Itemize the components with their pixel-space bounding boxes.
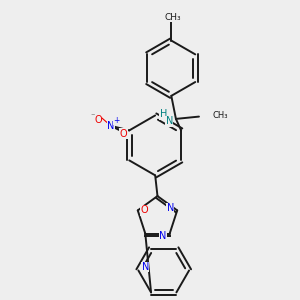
Text: H: H	[160, 109, 167, 119]
Text: N: N	[142, 262, 149, 272]
Text: CH₃: CH₃	[213, 111, 228, 120]
Text: O: O	[94, 115, 102, 125]
Text: N: N	[167, 203, 174, 213]
Text: N: N	[107, 121, 115, 131]
Text: O: O	[141, 206, 148, 215]
Text: CH₃: CH₃	[164, 13, 181, 22]
Text: N: N	[159, 231, 166, 241]
Text: +: +	[113, 116, 120, 124]
Text: N: N	[166, 116, 173, 126]
Text: O: O	[120, 129, 127, 139]
Text: ⁻: ⁻	[90, 111, 94, 120]
